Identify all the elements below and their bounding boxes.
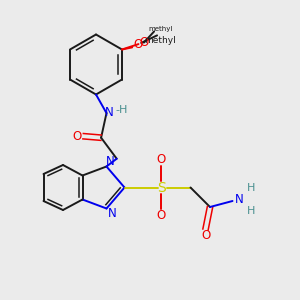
Text: methyl: methyl	[148, 26, 173, 32]
Text: O: O	[157, 208, 166, 222]
Text: methyl: methyl	[144, 36, 176, 45]
Text: O: O	[73, 130, 82, 143]
Text: S: S	[157, 181, 166, 194]
Text: O: O	[157, 153, 166, 167]
Text: N: N	[104, 106, 113, 119]
Text: O: O	[139, 36, 148, 49]
Text: O: O	[201, 229, 210, 242]
Text: N: N	[106, 154, 115, 168]
Text: N: N	[235, 193, 244, 206]
Text: H: H	[247, 183, 255, 194]
Text: N: N	[107, 207, 116, 220]
Text: H: H	[247, 206, 255, 216]
Text: O: O	[133, 38, 142, 51]
Text: -H: -H	[115, 105, 128, 115]
